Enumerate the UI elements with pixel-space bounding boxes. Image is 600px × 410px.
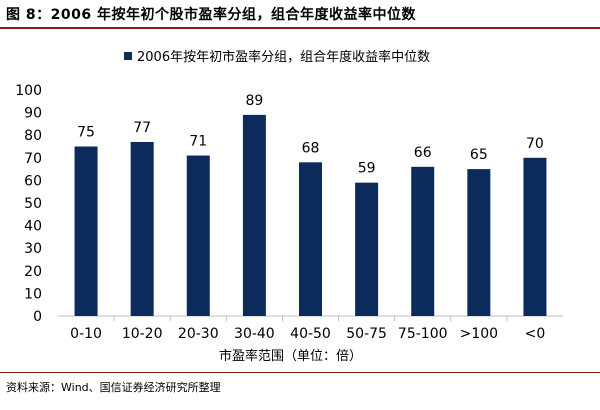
data-label: 65 <box>470 147 488 163</box>
x-tick-label: 40-50 <box>290 326 331 342</box>
y-tick-label: 100 <box>15 83 42 99</box>
y-tick-label: 50 <box>24 196 42 212</box>
figure-title: 图 8：2006 年按年初个股市盈率分组，组合年度收益率中位数 <box>6 7 416 23</box>
data-label: 75 <box>77 125 95 141</box>
legend-label: 2006年按年初市盈率分组，组合年度收益率中位数 <box>137 49 430 65</box>
x-axis-title: 市盈率范围（单位：倍） <box>219 348 362 364</box>
bar <box>467 169 491 316</box>
source-note: 资料来源：Wind、国信证券经济研究所整理 <box>6 381 221 394</box>
bar <box>186 155 210 316</box>
y-tick-label: 80 <box>24 128 42 144</box>
bar <box>242 114 266 316</box>
data-label: 71 <box>189 134 207 150</box>
x-tick-label: 20-30 <box>178 326 219 342</box>
x-tick-label: <0 <box>525 326 546 342</box>
x-tick-label: 30-40 <box>234 326 275 342</box>
bar <box>523 157 547 316</box>
data-label: 70 <box>526 136 544 152</box>
x-tick-label: 10-20 <box>122 326 163 342</box>
x-tick-label: >100 <box>460 326 498 342</box>
title-rule <box>0 27 600 29</box>
y-tick-label: 20 <box>24 264 42 280</box>
x-tick-label: 50-75 <box>346 326 387 342</box>
bar <box>74 146 98 316</box>
legend-swatch <box>124 52 132 60</box>
x-tick-label: 75-100 <box>398 326 448 342</box>
y-tick-label: 30 <box>24 241 42 257</box>
bar <box>130 141 154 316</box>
data-label: 68 <box>302 140 320 156</box>
footer-rule <box>0 372 600 373</box>
y-tick-label: 10 <box>24 286 42 302</box>
y-tick-label: 0 <box>33 309 42 325</box>
bar <box>411 166 435 316</box>
bar <box>355 182 379 316</box>
bar-chart: 2006年按年初市盈率分组，组合年度收益率中位数 0 10 20 30 40 50 60 70 8… <box>15 49 563 364</box>
data-label: 77 <box>133 120 151 136</box>
data-label: 59 <box>358 161 376 177</box>
data-label: 66 <box>414 145 432 161</box>
y-tick-label: 90 <box>24 106 42 122</box>
y-tick-label: 40 <box>24 219 42 235</box>
y-tick-label: 70 <box>24 151 42 167</box>
bar <box>299 162 322 316</box>
x-tick-label: 0-10 <box>70 326 102 342</box>
y-tick-label: 60 <box>24 173 42 189</box>
data-label: 89 <box>245 93 263 109</box>
